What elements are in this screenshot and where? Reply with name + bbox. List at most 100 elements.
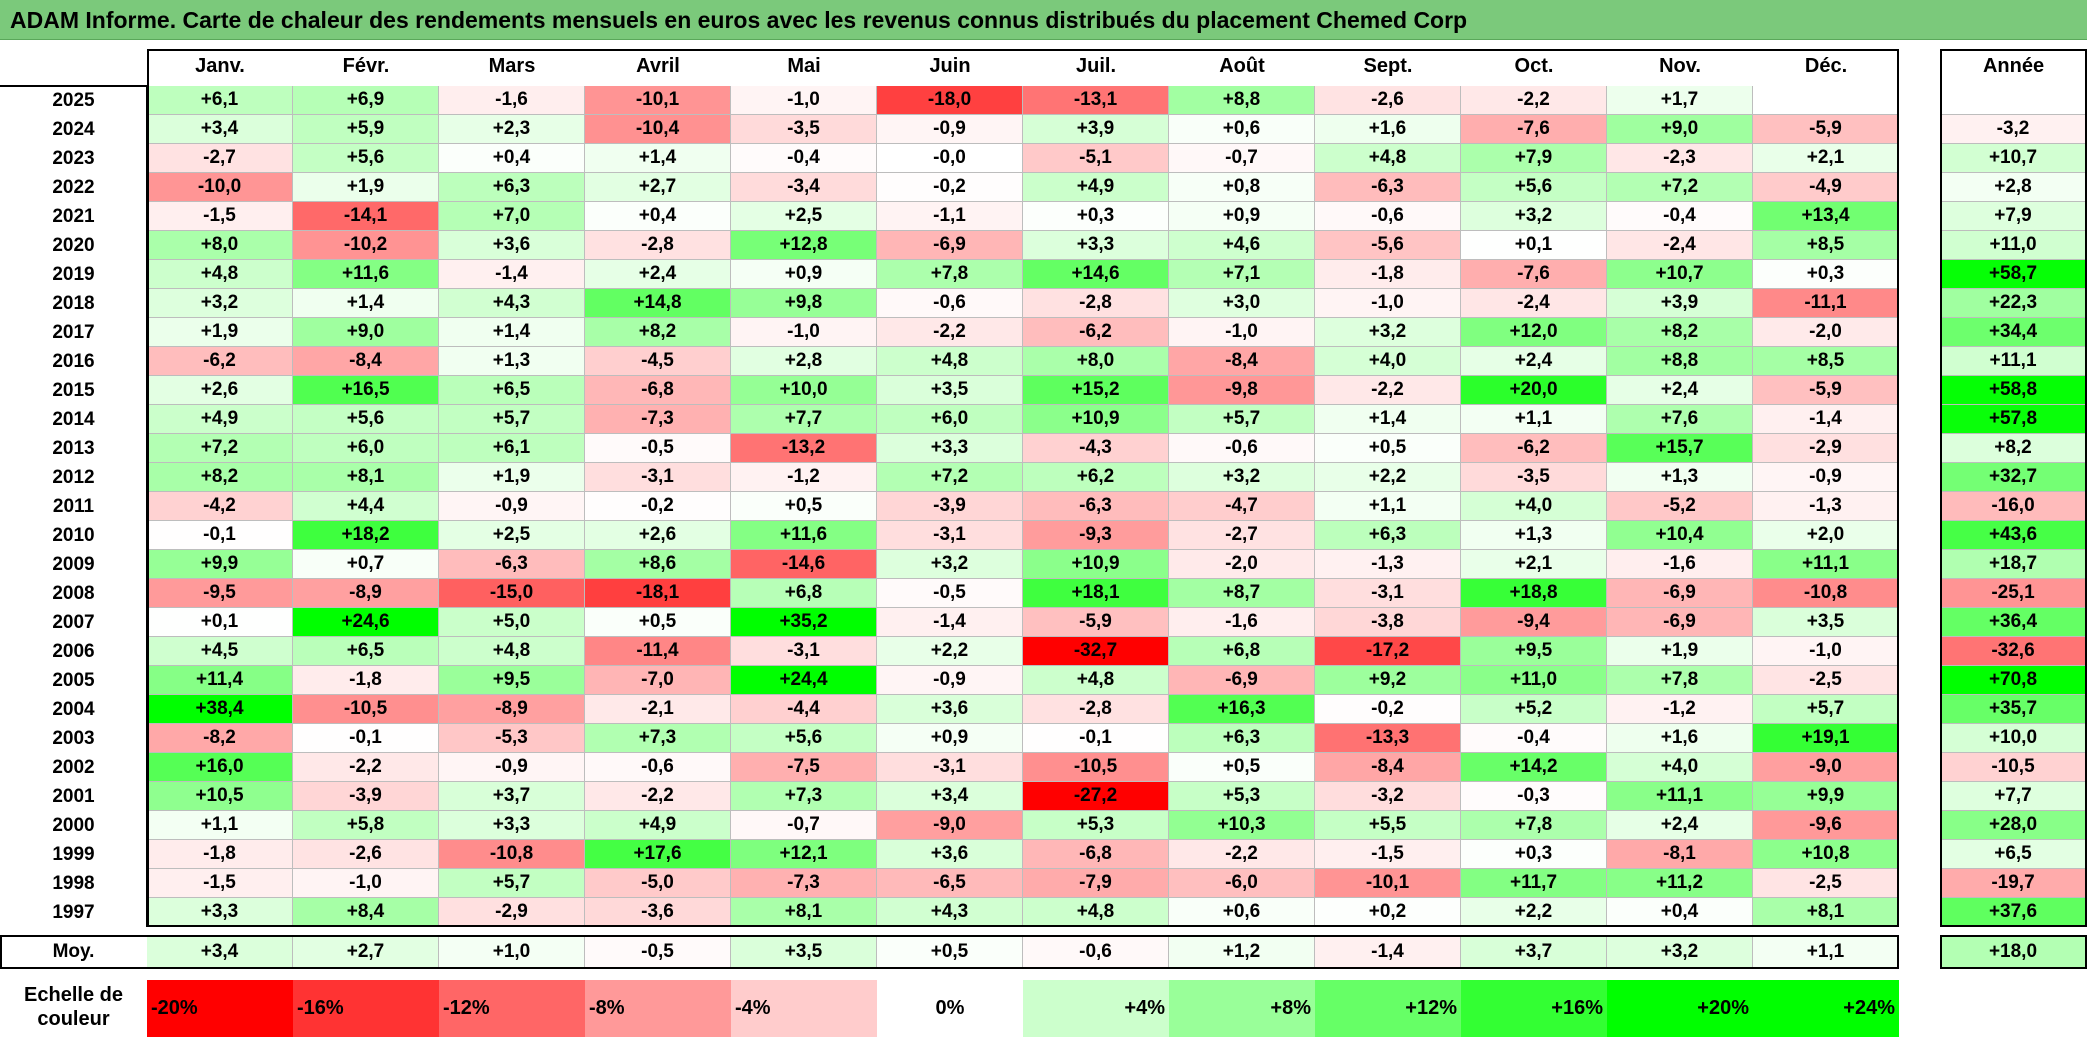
heatmap-cell: -1,3 (1315, 550, 1461, 579)
year-label: 2004 (52, 698, 95, 720)
heatmap-cell: -0,6 (585, 753, 731, 782)
heatmap-cell: +2,5 (731, 202, 877, 231)
heatmap-cell: -14,6 (731, 550, 877, 579)
heatmap-cell: -8,4 (293, 347, 439, 376)
heatmap-cell: -0,4 (731, 144, 877, 173)
heatmap-cell: -5,9 (1023, 608, 1169, 637)
heatmap-cell: -6,2 (147, 347, 293, 376)
heatmap-cell: -0,6 (1169, 434, 1315, 463)
heatmap-cell: -6,2 (1461, 434, 1607, 463)
heatmap-cell: -9,0 (877, 811, 1023, 840)
heatmap-cell: +5,6 (1461, 173, 1607, 202)
heatmap-cell: +38,4 (147, 695, 293, 724)
year-label: 2005 (52, 669, 95, 691)
heatmap-cell: -0,6 (1315, 202, 1461, 231)
heatmap-cell: -9,5 (147, 579, 293, 608)
color-scale-swatch: -12% (439, 980, 585, 1037)
heatmap-cell: +14,6 (1023, 260, 1169, 289)
heatmap-cell: +5,0 (439, 608, 585, 637)
heatmap-cell: -0,2 (877, 173, 1023, 202)
heatmap-cell: +6,5 (439, 376, 585, 405)
heatmap-cell: +1,4 (1315, 405, 1461, 434)
annual-cell: +6,5 (1940, 840, 2087, 869)
heatmap-cell: +0,3 (1023, 202, 1169, 231)
heatmap-cell: -0,1 (1023, 724, 1169, 753)
heatmap-cell: +2,1 (1461, 550, 1607, 579)
heatmap-cell: -18,0 (877, 86, 1023, 115)
heatmap-cell: +2,2 (1315, 463, 1461, 492)
heatmap-cell: +7,2 (877, 463, 1023, 492)
heatmap-cell: +3,3 (439, 811, 585, 840)
annual-cell: +58,7 (1940, 260, 2087, 289)
heatmap-cell: -1,4 (1753, 405, 1899, 434)
heatmap-cell: -7,6 (1461, 115, 1607, 144)
heatmap-cell: -2,7 (1169, 521, 1315, 550)
heatmap-cell: +8,5 (1753, 347, 1899, 376)
month-header: Avril (636, 55, 680, 77)
average-cell: -0,5 (585, 935, 731, 969)
heatmap-cell: -4,2 (147, 492, 293, 521)
heatmap-cell: -4,7 (1169, 492, 1315, 521)
heatmap-cell: -0,1 (293, 724, 439, 753)
month-header: Janv. (195, 55, 245, 77)
heatmap-cell: -7,3 (585, 405, 731, 434)
heatmap-cell: -2,0 (1753, 318, 1899, 347)
heatmap-cell: +9,2 (1315, 666, 1461, 695)
heatmap-cell: +10,5 (147, 782, 293, 811)
heatmap-cell: +10,9 (1023, 550, 1169, 579)
heatmap-cell: +6,8 (731, 579, 877, 608)
heatmap-cell: -0,9 (439, 492, 585, 521)
heatmap-cell: +0,1 (147, 608, 293, 637)
year-label: 2012 (52, 466, 95, 488)
heatmap-cell: +1,1 (1461, 405, 1607, 434)
average-label: Moy. (52, 941, 95, 962)
heatmap-cell: +3,6 (877, 695, 1023, 724)
annual-cell: +22,3 (1940, 289, 2087, 318)
year-label: 2011 (52, 495, 95, 517)
heatmap-cell: -3,1 (877, 753, 1023, 782)
heatmap-cell: +3,4 (877, 782, 1023, 811)
heatmap-cell: -3,1 (877, 521, 1023, 550)
heatmap-cell: +2,4 (1607, 376, 1753, 405)
heatmap-cell: -6,2 (1023, 318, 1169, 347)
average-cell: +0,5 (877, 935, 1023, 969)
heatmap-cell: +8,8 (1169, 86, 1315, 115)
year-column-divider (146, 86, 148, 927)
heatmap-cell: -1,0 (1315, 289, 1461, 318)
heatmap-cell: +3,4 (147, 115, 293, 144)
year-label: 2020 (52, 234, 95, 256)
header-underline (0, 85, 147, 87)
heatmap-cell: -4,9 (1753, 173, 1899, 202)
color-scale-swatch: +20% (1607, 980, 1753, 1037)
heatmap-cell: -1,0 (1169, 318, 1315, 347)
heatmap-cell: +11,1 (1753, 550, 1899, 579)
heatmap-cell: +10,7 (1607, 260, 1753, 289)
heatmap-cell: +1,9 (1607, 637, 1753, 666)
heatmap-cell: +3,6 (877, 840, 1023, 869)
heatmap-cell: -8,9 (293, 579, 439, 608)
heatmap-cell: +6,0 (877, 405, 1023, 434)
heatmap-cell: +7,3 (731, 782, 877, 811)
heatmap-cell: +12,8 (731, 231, 877, 260)
annual-cell: +57,8 (1940, 405, 2087, 434)
heatmap-cell: +1,6 (1315, 115, 1461, 144)
heatmap-cell: -2,9 (439, 898, 585, 927)
heatmap-cell: +7,9 (1461, 144, 1607, 173)
average-cell: +1,1 (1753, 935, 1899, 969)
annual-cell: +36,4 (1940, 608, 2087, 637)
heatmap-cell: +0,3 (1461, 840, 1607, 869)
heatmap-cell: +4,3 (877, 898, 1023, 927)
month-header: Déc. (1804, 55, 1848, 77)
month-header: Juil. (1075, 55, 1116, 77)
year-label: 2000 (52, 814, 95, 836)
heatmap-cell: +11,1 (1607, 782, 1753, 811)
heatmap-cell: -8,4 (1315, 753, 1461, 782)
heatmap-cell: -1,3 (1753, 492, 1899, 521)
heatmap-cell: +9,0 (1607, 115, 1753, 144)
heatmap-cell: +0,3 (1753, 260, 1899, 289)
heatmap-cell: -2,4 (1607, 231, 1753, 260)
heatmap-cell: +1,3 (439, 347, 585, 376)
color-scale-swatch: -16% (293, 980, 439, 1037)
heatmap-cell: +2,2 (1461, 898, 1607, 927)
heatmap-cell: +0,9 (1169, 202, 1315, 231)
